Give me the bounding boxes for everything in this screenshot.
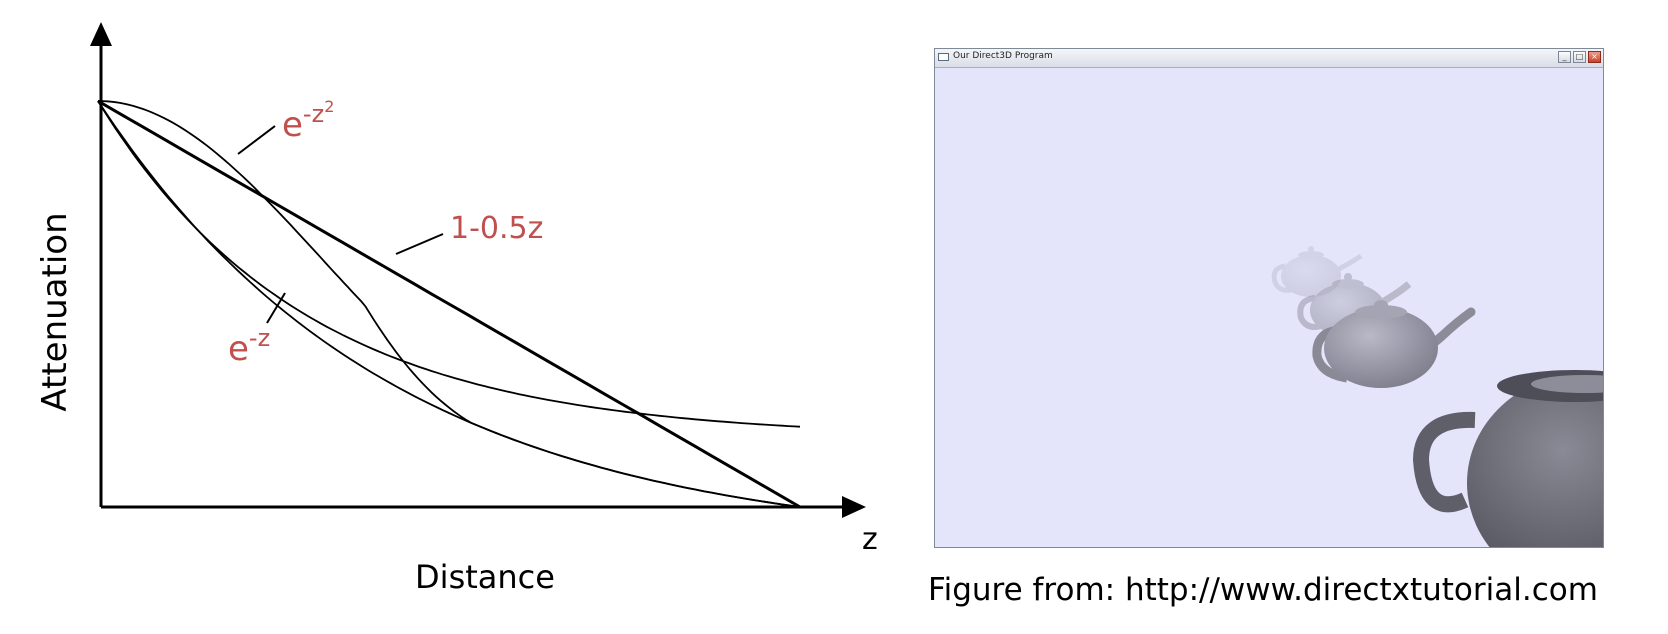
exponential-curve: [97, 100, 801, 428]
gaussian-leader-line: [237, 125, 276, 155]
close-button[interactable]: ×: [1588, 51, 1601, 63]
teapot-near: [1312, 300, 1476, 388]
lower-decay-curve: [97, 100, 801, 508]
figure-caption: Figure from: http://www.directxtutorial.…: [928, 572, 1598, 608]
exponential-leader-line: [266, 292, 286, 324]
window-app-icon: [938, 53, 949, 61]
gaussian-label-superscript: 2: [324, 97, 334, 116]
y-axis-arrow: [90, 22, 112, 46]
teapot-foreground: [1412, 370, 1603, 547]
exponential-label-base: e: [228, 329, 249, 369]
linear-label: 1-0.5z: [450, 211, 543, 246]
maximize-button[interactable]: □: [1573, 51, 1586, 63]
exponential-label: e-z: [228, 324, 270, 369]
direct3d-window: Our Direct3D Program _ □ ×: [934, 48, 1604, 548]
window-title: Our Direct3D Program: [953, 51, 1053, 61]
x-axis-symbol: z: [862, 522, 878, 557]
x-axis-arrow: [842, 496, 866, 518]
minimize-button[interactable]: _: [1558, 51, 1571, 63]
y-axis-label: Attenuation: [35, 212, 75, 411]
window-titlebar[interactable]: Our Direct3D Program _ □ ×: [935, 49, 1603, 68]
exponential-label-exponent: -z: [249, 324, 270, 352]
x-axis-label: Distance: [415, 558, 555, 596]
linear-leader-line: [395, 233, 444, 255]
teapot-far: [1271, 246, 1363, 297]
attenuation-diagram: e-z2 1-0.5z e-z Attenuation Distance z: [35, 22, 878, 596]
teapot-scene: [1271, 246, 1603, 547]
gaussian-label: e-z2: [282, 97, 334, 145]
render-viewport: [935, 68, 1603, 547]
linear-curve: [97, 99, 801, 509]
gaussian-label-exponent: -z: [303, 100, 324, 128]
gaussian-label-base: e: [282, 105, 303, 145]
